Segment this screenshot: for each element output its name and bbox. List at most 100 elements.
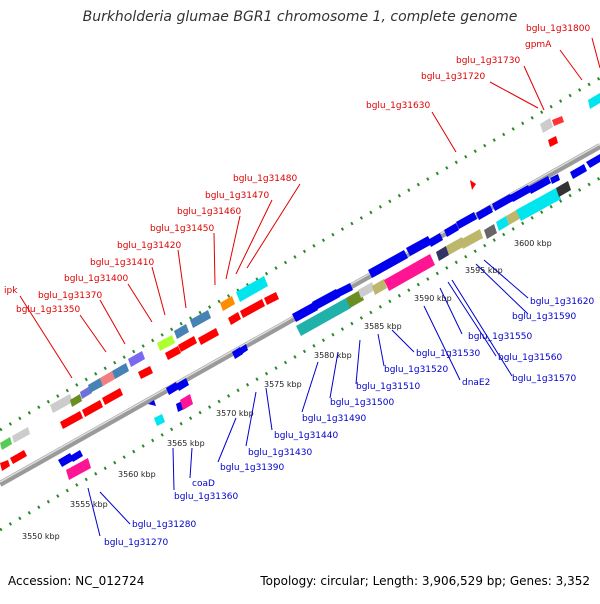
gene-block xyxy=(436,246,449,261)
gene-arrow xyxy=(292,302,318,322)
gene-block xyxy=(296,298,351,336)
gene-block xyxy=(128,351,145,367)
gene-block xyxy=(346,290,364,308)
leader-line xyxy=(213,232,216,286)
gene-arrow xyxy=(102,388,123,405)
gene-arrow xyxy=(570,164,587,179)
leader-line xyxy=(489,81,539,109)
gene-arrow xyxy=(528,176,551,194)
leader-line xyxy=(79,314,107,353)
leader-line xyxy=(245,391,257,447)
gene-label: bglu_1g31400 xyxy=(64,274,128,284)
scale-label: 3560 kbp xyxy=(118,470,156,479)
gene-block xyxy=(588,93,600,109)
scale-label: 3585 kbp xyxy=(364,322,402,331)
scale-label: 3550 kbp xyxy=(22,532,60,541)
gene-label: bglu_1g31470 xyxy=(205,191,269,201)
scale-label: 3575 kbp xyxy=(264,380,302,389)
gene-arrow xyxy=(82,400,103,417)
leader-line xyxy=(87,487,101,537)
gene-arrow xyxy=(492,194,513,211)
gene-arrow xyxy=(406,236,432,256)
gene-arrow xyxy=(60,411,83,429)
gene-block xyxy=(484,224,497,239)
scale-label: 3600 kbp xyxy=(514,239,552,248)
gene-arrow xyxy=(138,366,153,379)
leader-line xyxy=(439,287,463,335)
gene-label: bglu_1g31480 xyxy=(233,174,297,184)
leader-line xyxy=(217,417,237,463)
gene-arrow xyxy=(148,400,156,406)
gene-arrow xyxy=(165,346,181,360)
gene-arrow xyxy=(264,292,279,305)
leader-line xyxy=(235,199,273,275)
gene-label: bglu_1g31730 xyxy=(456,56,520,66)
leader-line xyxy=(423,305,461,381)
gene-block xyxy=(0,437,12,450)
tick-track-outer xyxy=(0,76,600,432)
leader-line xyxy=(523,65,545,111)
leader-line xyxy=(265,387,273,431)
gene-label: bglu_1g31720 xyxy=(421,72,485,82)
gene-block xyxy=(154,414,165,426)
reverse-gene-blocks xyxy=(58,154,600,480)
gene-label: bglu_1g31500 xyxy=(330,398,394,408)
gene-arrow xyxy=(70,450,83,462)
gene-arrow xyxy=(550,174,560,184)
gene-label: ipk xyxy=(4,286,18,296)
gene-arrow xyxy=(552,116,564,126)
gene-arrow xyxy=(428,233,443,247)
gene-block xyxy=(460,229,483,249)
scale-label: 3555 kbp xyxy=(70,500,108,509)
gene-block xyxy=(516,188,561,221)
scale-label: 3595 kbp xyxy=(465,266,503,275)
gene-arrow xyxy=(10,450,27,464)
gene-label: bglu_1g31420 xyxy=(117,241,181,251)
gene-block xyxy=(12,427,30,443)
gene-block xyxy=(540,118,553,133)
gene-label: bglu_1g31350 xyxy=(16,305,80,315)
gene-arrow xyxy=(444,223,459,237)
leader-line xyxy=(329,351,339,399)
gene-block xyxy=(220,296,235,311)
gene-block xyxy=(174,324,189,339)
forward-leader-lines xyxy=(19,37,600,379)
scale-label: 3570 kbp xyxy=(216,409,254,418)
reverse-leader-lines xyxy=(87,259,529,537)
leader-line xyxy=(559,49,583,81)
gene-label: bglu_1g31800 xyxy=(526,24,590,34)
gene-block xyxy=(358,282,375,298)
forward-gene-blocks xyxy=(0,93,600,471)
gene-block xyxy=(100,371,115,386)
leader-line xyxy=(431,111,457,153)
leader-line xyxy=(355,339,361,385)
gene-label: bglu_1g31360 xyxy=(174,492,238,502)
gene-block xyxy=(157,335,175,351)
gene-block xyxy=(446,237,465,255)
gene-label: bglu_1g31620 xyxy=(530,297,594,307)
gene-block xyxy=(372,279,387,295)
leader-line xyxy=(177,249,187,309)
leader-line xyxy=(451,279,513,377)
gene-block xyxy=(80,386,92,399)
gene-arrow xyxy=(510,185,531,202)
gene-block xyxy=(180,394,193,410)
gene-arrow xyxy=(178,336,197,352)
gene-label: bglu_1g31590 xyxy=(512,312,576,322)
gene-label: bglu_1g31440 xyxy=(274,431,338,441)
gene-arrow xyxy=(470,180,476,190)
gene-block xyxy=(88,378,103,393)
leader-line xyxy=(99,491,131,525)
gene-arrow xyxy=(166,382,179,395)
gene-label: bglu_1g31490 xyxy=(302,414,366,424)
gene-label: bglu_1g31570 xyxy=(512,374,576,384)
scale-label: 3565 kbp xyxy=(167,439,205,448)
gene-arrow xyxy=(228,312,241,325)
gene-block xyxy=(556,181,571,197)
gene-label: bglu_1g31410 xyxy=(90,258,154,268)
gene-label: bglu_1g31460 xyxy=(177,207,241,217)
gene-block xyxy=(496,216,509,231)
leader-line xyxy=(189,447,193,479)
